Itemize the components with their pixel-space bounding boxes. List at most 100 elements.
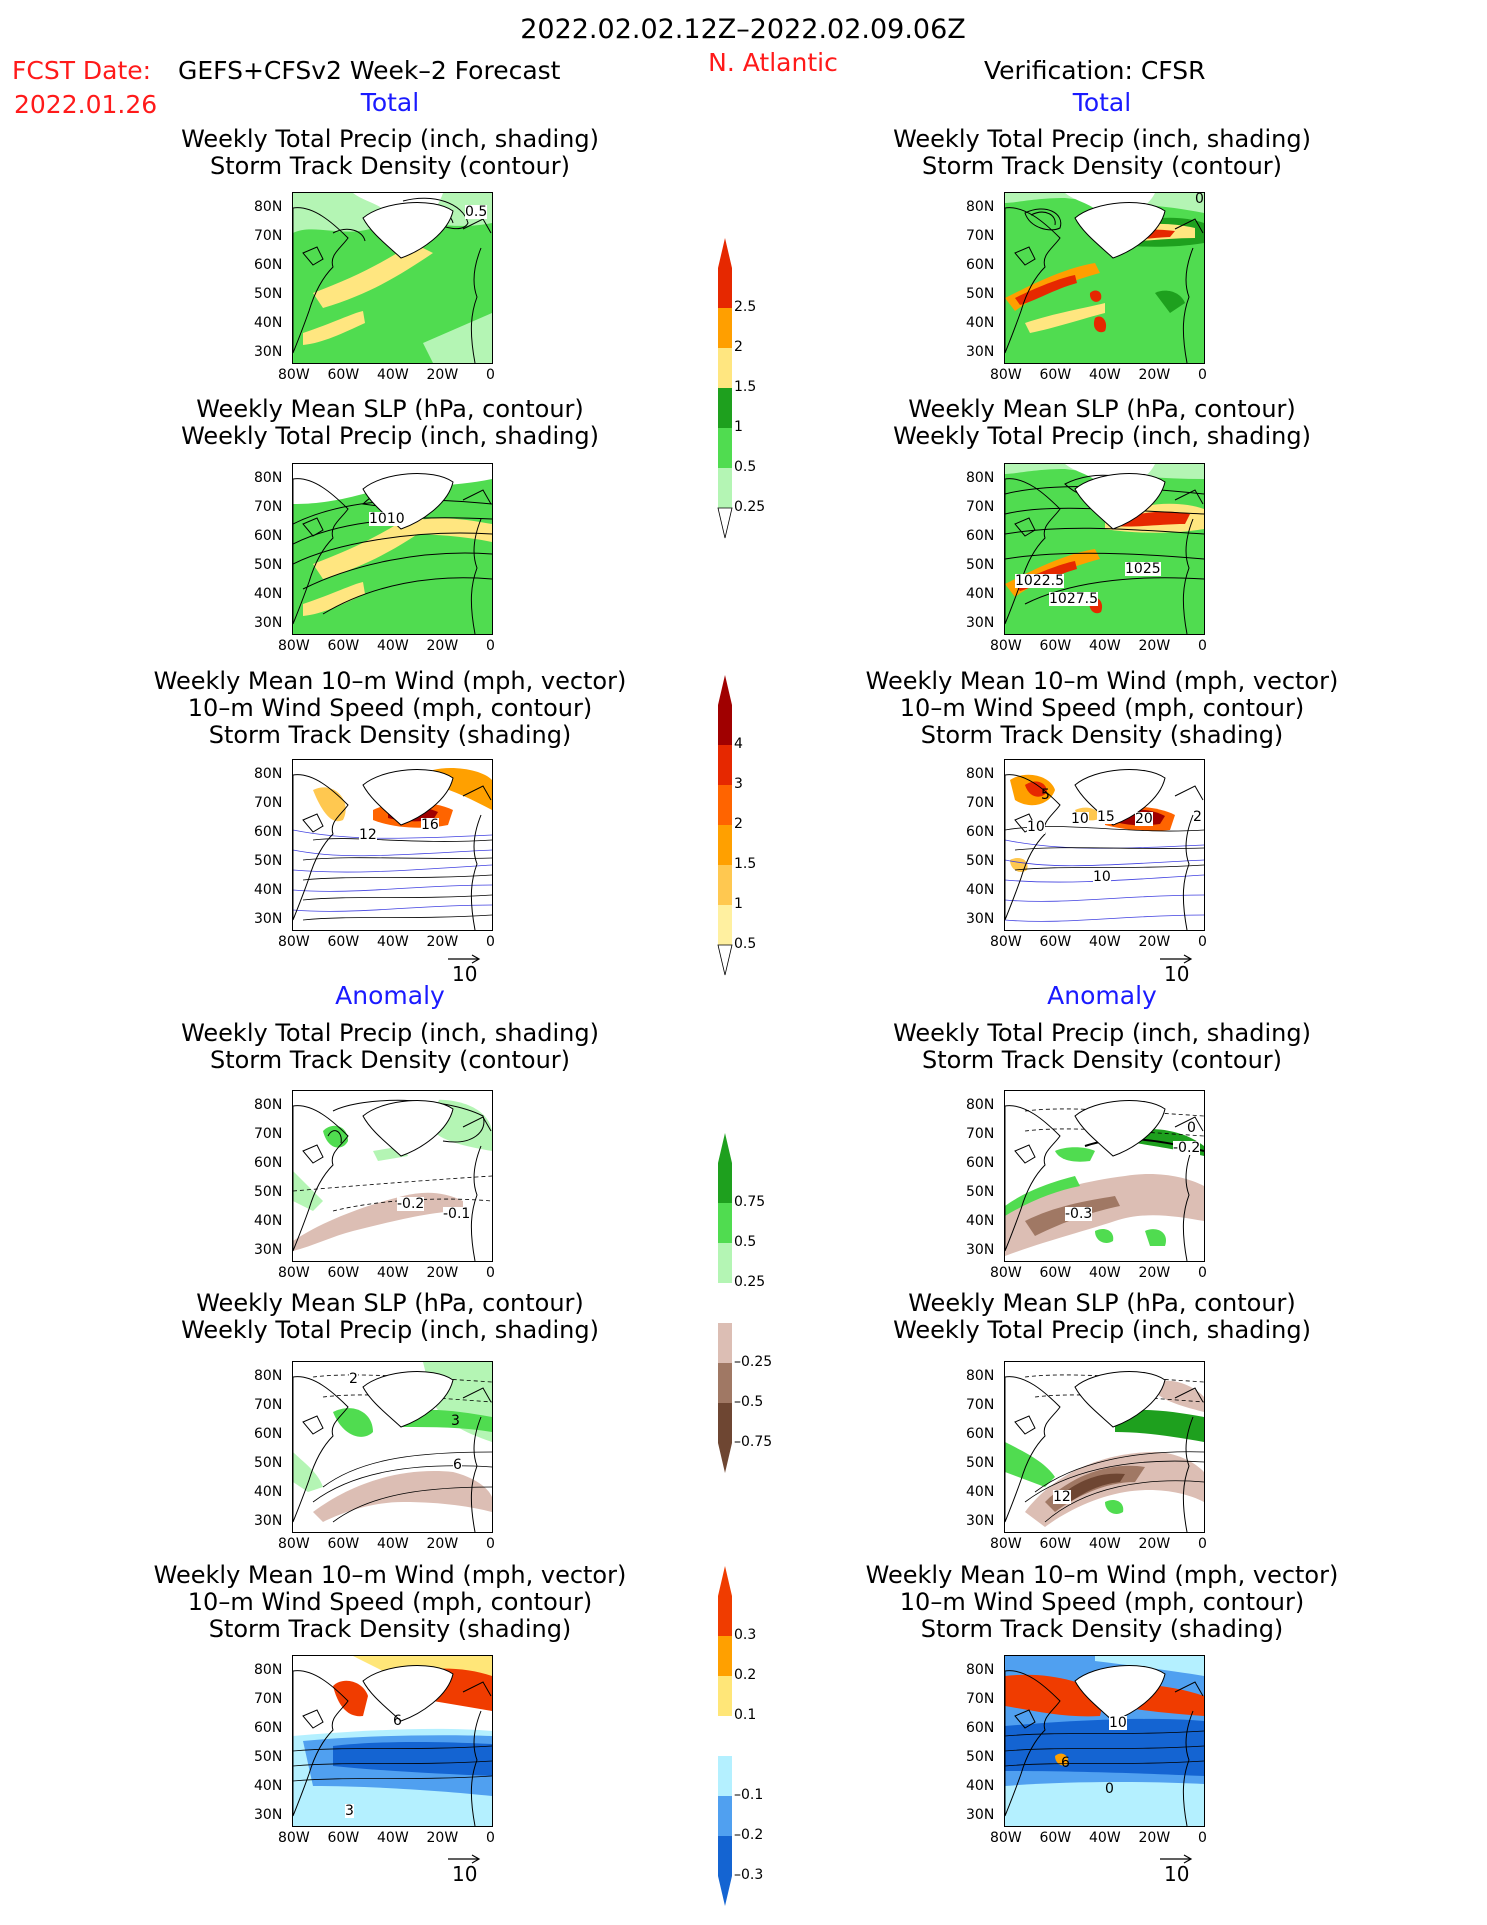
lat-tick-label: 60N [966,1426,995,1442]
contour-label: -0.2 [397,1196,425,1212]
lon-tick-label: 40W [377,367,409,383]
lon-tick-label: 60W [1039,367,1072,383]
lon-tick-label: 0 [486,1265,495,1281]
lon-tick-label: 0 [486,934,495,950]
map-ver-anom-wind: 10 6 0 [1004,1655,1205,1827]
lon-tick-label: 0 [486,1536,495,1552]
lat-tick-label: 50N [254,1749,283,1765]
lat-tick-label: 70N [966,228,995,244]
lat-tick-label: 50N [254,853,283,869]
lon-tick-label: 80W [278,1536,310,1552]
lat-tick-label: 60N [966,824,995,840]
colorbar-label: 3 [734,776,743,792]
lat-tick-label: 80N [966,766,995,782]
contour-label: 10 [1109,1715,1127,1731]
colorbar-label: 1.5 [734,856,757,872]
contour-label: 3 [451,1413,460,1429]
lat-tick-label: 40N [966,1778,995,1794]
title-ver-anom-slp: Weekly Mean SLP (hPa, contour) Weekly Tot… [893,1289,1311,1344]
lat-tick-label: 40N [966,315,995,331]
colorbar-bottom-triangle [717,507,733,539]
lon-tick-label: 60W [327,638,360,654]
map-ver-total-slp: 1022.5 1027.5 1025 [1004,463,1205,635]
colorbar-bottom-triangle [717,944,733,976]
vector-ref-ver-anom: 10 [1160,1854,1193,1886]
lat-tick-label: 70N [966,1126,995,1142]
contour-label: 6 [453,1457,462,1473]
lon-tick-label: 60W [1039,1830,1072,1846]
verification-label: Verification: CFSR [984,56,1206,85]
lon-tick-label: 60W [327,934,360,950]
contour-label: 6 [1061,1755,1070,1771]
lat-tick-label: 80N [254,1662,283,1678]
colorbar-top-triangle [718,238,732,268]
forecast-name: GEFS+CFSv2 Week–2 Forecast [178,56,561,85]
lat-tick-label: 60N [966,1155,995,1171]
colorbar-label: 2.5 [734,299,757,315]
colorbar-swatch [718,1283,732,1323]
lat-tick-label: 40N [254,1213,283,1229]
lon-tick-label: 60W [327,1536,360,1552]
lat-tick-label: 80N [254,766,283,782]
lon-tick-label: 20W [426,638,459,654]
lon-tick-label: 20W [426,1265,459,1281]
lat-tick-label: 40N [966,882,995,898]
title-ver-total-wind: Weekly Mean 10–m Wind (mph, vector) 10–m … [865,667,1339,749]
lat-tick-label: 70N [966,499,995,515]
lon-tick-label: 40W [1089,1830,1121,1846]
lat-tick-label: 70N [254,795,283,811]
lat-tick-label: 60N [966,528,995,544]
colorbar-label: 2 [734,816,743,832]
lon-tick-label: 20W [426,934,459,950]
lon-tick-label: 80W [990,1536,1022,1552]
colorbar-storm_anom [718,1566,732,1906]
region-label: N. Atlantic [708,48,838,77]
colorbar-swatch [718,705,732,745]
colorbar-swatch [718,825,732,865]
colorbar-label: 4 [734,736,743,752]
lat-tick-label: 60N [966,1720,995,1736]
section-total-right: Total [1072,88,1132,117]
lat-tick-label: 40N [254,315,283,331]
colorbar-label: 0.3 [734,1627,757,1643]
colorbar-swatch [718,785,732,825]
colorbar-swatch [718,1163,732,1203]
colorbar-precip_total [717,238,733,539]
colorbar-label: 0.25 [734,499,766,515]
lat-tick-label: 30N [966,1807,995,1823]
lon-tick-label: 80W [278,638,310,654]
colorbar-swatch [718,1796,732,1836]
lat-tick-label: 70N [254,1691,283,1707]
contour-label: -0.3 [1065,1206,1093,1222]
colorbar-swatch [718,1836,732,1876]
contour-label: 6 [393,1713,402,1729]
colorbar-swatch [718,1243,732,1283]
lat-tick-label: 80N [966,1368,995,1384]
lat-tick-label: 80N [254,1368,283,1384]
lat-tick-label: 60N [254,1155,283,1171]
lat-tick-label: 60N [254,824,283,840]
lon-tick-label: 20W [1138,1265,1171,1281]
colorbar-label: 1 [734,896,743,912]
lon-tick-label: 40W [377,934,409,950]
lat-tick-label: 80N [966,1097,995,1113]
lat-tick-label: 60N [966,257,995,273]
map-ver-total-wind: 5 10 15 20 10 2 10 [1004,759,1205,931]
lon-tick-label: 40W [1089,934,1121,950]
lat-tick-label: 50N [254,557,283,573]
colorbar-swatch [718,1363,732,1403]
lon-tick-label: 40W [377,638,409,654]
colorbar-label: –0.1 [734,1787,764,1803]
colorbar-label: 0.5 [734,1234,757,1250]
lat-tick-label: 50N [254,1455,283,1471]
title-fcst-anom-precip: Weekly Total Precip (inch, shading) Storm… [181,1019,599,1074]
colorbar-swatch [718,1676,732,1716]
colorbar-top-triangle [718,1566,732,1596]
colorbar-label: –0.3 [734,1867,764,1883]
map-fcst-total-precip: 0.5 [292,192,493,364]
lon-tick-label: 20W [1138,367,1171,383]
fcst-date-value: 2022.01.26 [14,90,158,119]
lat-tick-label: 50N [254,286,283,302]
lat-tick-label: 30N [966,615,995,631]
lon-tick-label: 40W [377,1536,409,1552]
